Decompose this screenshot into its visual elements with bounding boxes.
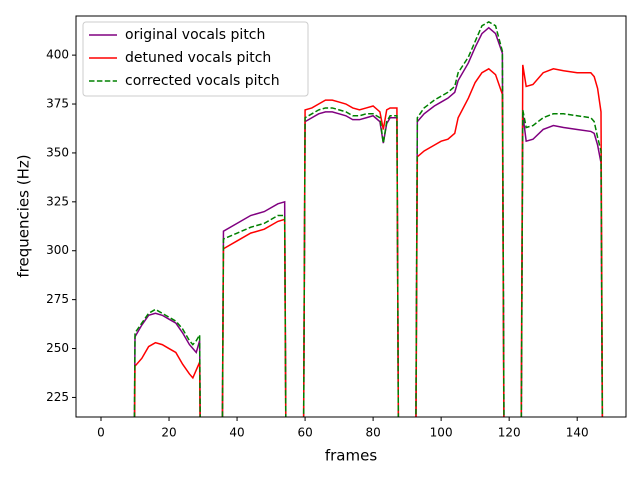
y-tick-label: 225 (46, 390, 69, 404)
y-tick-label: 325 (46, 194, 69, 208)
plot-area (133, 21, 604, 417)
x-tick-label: 80 (365, 426, 380, 440)
x-tick-label: 20 (161, 426, 176, 440)
legend-label: detuned vocals pitch (125, 50, 271, 66)
x-tick-label: 0 (97, 426, 105, 440)
series-line (133, 21, 604, 417)
x-tick-label: 40 (229, 426, 244, 440)
y-tick-label: 350 (46, 145, 69, 159)
y-axis-label: frequencies (Hz) (15, 154, 33, 277)
y-tick-label: 400 (46, 48, 69, 62)
legend-label: original vocals pitch (125, 27, 265, 43)
legend-box (82, 21, 309, 97)
x-tick-label: 140 (566, 426, 589, 440)
y-tick-label: 275 (46, 292, 69, 306)
x-tick-label: 100 (430, 426, 453, 440)
y-tick-label: 300 (46, 243, 69, 257)
y-tick-label: 375 (46, 97, 69, 111)
x-tick-label: 120 (498, 426, 521, 440)
axes-frame (75, 15, 627, 418)
x-axis-label: frames (325, 447, 377, 465)
y-tick-label: 250 (46, 341, 69, 355)
legend-label: corrected vocals pitch (125, 73, 280, 89)
x-tick-label: 60 (297, 426, 312, 440)
